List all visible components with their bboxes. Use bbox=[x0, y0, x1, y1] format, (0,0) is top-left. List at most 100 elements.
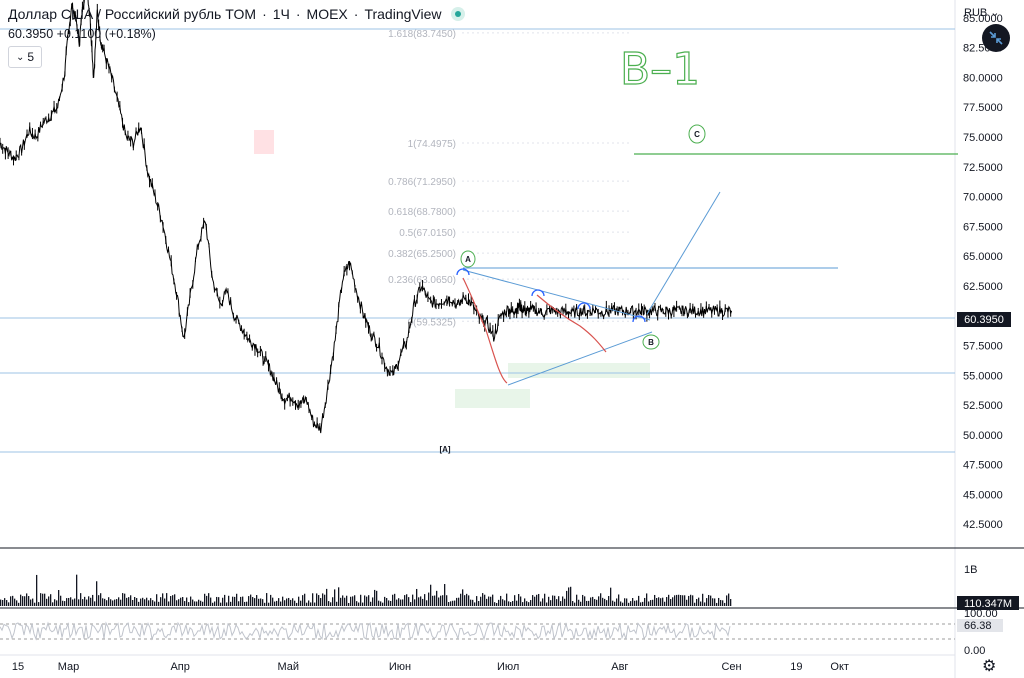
volume-bar bbox=[20, 594, 22, 606]
time-tick-label: Май bbox=[278, 661, 300, 673]
price-scale[interactable]: 42.5000 45.0000 47.5000 50.0000 52.5000 55.00… bbox=[963, 13, 1003, 531]
volume-bar bbox=[578, 599, 580, 606]
volume-bar bbox=[290, 599, 292, 606]
volume-bar bbox=[388, 600, 390, 606]
current-price-badge bbox=[957, 312, 1011, 327]
pivot-marker[interactable] bbox=[577, 302, 591, 310]
volume-bar bbox=[352, 596, 354, 606]
volume-bar bbox=[78, 599, 80, 606]
currency-selector[interactable]: RUB ⌄ bbox=[964, 6, 1000, 19]
oscillator-badge bbox=[957, 619, 1003, 632]
volume-bar bbox=[100, 593, 102, 606]
volume-bar bbox=[166, 593, 168, 606]
volume-bar bbox=[726, 595, 728, 606]
volume-bar bbox=[684, 595, 686, 606]
volume-bar bbox=[642, 601, 644, 606]
volume-bar bbox=[228, 595, 230, 606]
volume-bar bbox=[346, 595, 348, 606]
volume-bar bbox=[88, 596, 90, 606]
volume-bar bbox=[4, 598, 6, 606]
volume-bar bbox=[602, 597, 604, 606]
volume-bar bbox=[262, 599, 264, 606]
volume-bar bbox=[314, 602, 316, 606]
chevron-down-icon: ⌄ bbox=[990, 7, 1000, 19]
volume-bar bbox=[6, 600, 8, 606]
volume-bar bbox=[58, 590, 60, 606]
triangle-upper-line[interactable] bbox=[462, 269, 651, 321]
fullscreen-button[interactable] bbox=[982, 24, 1010, 52]
volume-bar bbox=[572, 601, 574, 606]
volume-bar bbox=[284, 600, 286, 606]
volume-bar bbox=[120, 599, 122, 606]
breakout-projection-line[interactable] bbox=[646, 191, 721, 315]
price-tick-label: 42.5000 bbox=[963, 519, 1003, 531]
triangle-lower-line[interactable] bbox=[507, 331, 653, 386]
volume-bar bbox=[270, 594, 272, 606]
volume-bar bbox=[282, 596, 284, 606]
volume-bar bbox=[536, 594, 538, 606]
volume-bar bbox=[28, 596, 30, 606]
time-scale[interactable]: 15 Мар Апр Май Июн Июл Авг Сен 19 Окт bbox=[12, 661, 849, 673]
volume-bar bbox=[718, 597, 720, 606]
symbol-header[interactable]: Доллар США / Российский рубль TOM · 1Ч ·… bbox=[8, 6, 466, 22]
volume-bar bbox=[430, 584, 432, 606]
pivot-marker[interactable] bbox=[456, 268, 470, 276]
volume-bar bbox=[44, 593, 46, 606]
volume-bar bbox=[692, 595, 694, 606]
fib-retracement[interactable]: 1.618(83.7450) 1(74.4975) 0.786(71.2950) 0.… bbox=[388, 29, 632, 328]
volume-bar bbox=[278, 598, 280, 606]
collapse-indicators-button[interactable]: ⌄ 5 bbox=[8, 46, 42, 68]
header-separator: · bbox=[295, 6, 301, 22]
volume-bar bbox=[558, 596, 560, 606]
volume-bar bbox=[620, 601, 622, 606]
pivot-marker[interactable] bbox=[531, 289, 545, 297]
volume-bar bbox=[704, 602, 706, 606]
volume-bar bbox=[436, 590, 438, 606]
settings-gear-icon[interactable]: ⚙ bbox=[982, 658, 997, 675]
wave-path-red-2[interactable] bbox=[536, 294, 607, 353]
wave-path-red-1[interactable] bbox=[462, 277, 508, 384]
volume-bar bbox=[324, 594, 326, 606]
volume-bar bbox=[244, 601, 246, 606]
volume-bar bbox=[636, 600, 638, 606]
volume-bar bbox=[582, 594, 584, 606]
volume-bar bbox=[398, 598, 400, 606]
volume-bar bbox=[222, 597, 224, 606]
wave-c-circle[interactable] bbox=[688, 124, 706, 144]
chevron-down-icon: ⌄ bbox=[15, 51, 25, 63]
volume-bar bbox=[8, 602, 10, 606]
market-status-icon[interactable] bbox=[451, 7, 466, 21]
volume-bar bbox=[526, 601, 528, 606]
symbol-title[interactable]: Доллар США / Российский рубль TOM bbox=[8, 6, 257, 22]
volume-bar bbox=[462, 589, 464, 606]
wave-b-circle[interactable] bbox=[642, 334, 660, 350]
price-tick-label: 70.0000 bbox=[963, 192, 1003, 204]
volume-bar bbox=[566, 590, 568, 606]
fib-level-label: 0(59.5325) bbox=[408, 317, 456, 328]
volume-bar bbox=[108, 597, 110, 606]
volume-bar bbox=[46, 598, 48, 606]
volume-bar bbox=[148, 600, 150, 606]
volume-bar bbox=[188, 602, 190, 606]
volume-bar bbox=[40, 593, 42, 606]
volume-bar bbox=[372, 597, 374, 606]
price-change-line: 60.3950 +0.1100 (+0.18%) bbox=[8, 27, 156, 41]
volume-bar bbox=[300, 600, 302, 606]
volume-bar bbox=[518, 594, 520, 606]
demand-zone-green-1[interactable] bbox=[455, 389, 530, 408]
volume-bar bbox=[260, 598, 262, 606]
demand-zone-green-2[interactable] bbox=[508, 363, 650, 378]
volume-bar bbox=[404, 595, 406, 606]
volume-bar bbox=[202, 601, 204, 606]
interval-label[interactable]: 1Ч bbox=[272, 6, 290, 22]
pivot-marker[interactable] bbox=[632, 315, 646, 323]
volume-bar bbox=[612, 600, 614, 606]
wave-a-circle[interactable] bbox=[460, 250, 476, 268]
volume-bar bbox=[530, 600, 532, 606]
volume-bar bbox=[70, 597, 72, 606]
supply-zone-red[interactable] bbox=[254, 130, 274, 154]
volume-bar bbox=[150, 598, 152, 606]
volume-bar bbox=[686, 599, 688, 606]
volume-bar bbox=[540, 601, 542, 606]
